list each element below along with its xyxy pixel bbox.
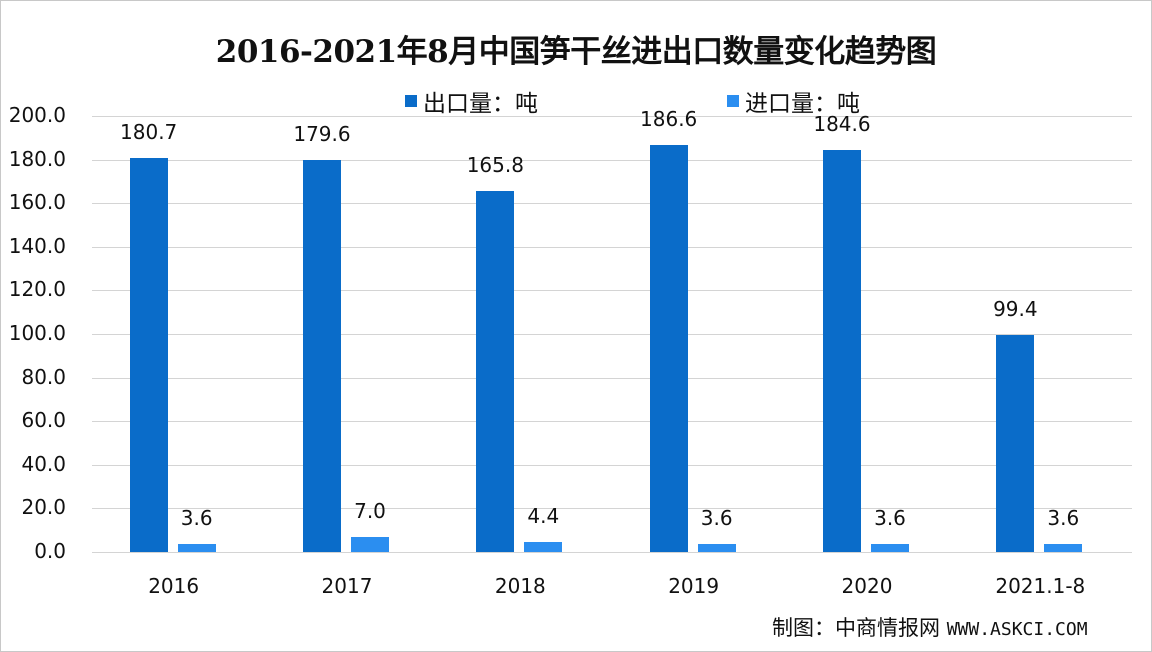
value-label-import: 3.6	[180, 506, 213, 531]
bar-import	[697, 544, 736, 552]
bar-export	[823, 149, 861, 552]
value-label-import: 3.6	[1047, 506, 1080, 531]
bar-export	[129, 158, 168, 552]
value-label-export: 99.4	[993, 297, 1038, 322]
bar-export	[476, 190, 515, 552]
bar-export	[996, 335, 1035, 552]
legend-item-export: 出口量：吨	[405, 84, 538, 118]
legend-swatch-export-icon	[405, 95, 417, 107]
value-label-export: 179.6	[293, 122, 351, 147]
gridline	[92, 464, 1132, 466]
bar-import	[351, 536, 389, 552]
legend: 出口量：吨 进口量：吨	[0, 84, 1152, 117]
source-credit: 制图：中商情报网 WWW.ASKCI.COM	[772, 612, 1088, 642]
legend-label-export: 出口量：吨	[423, 91, 538, 117]
plot-area: 180.7 3.6 179.6 7.0 165.8 4.4 186.6 3.6 184.6 3.6…	[92, 107, 1132, 553]
gridline	[92, 203, 1132, 205]
x-tick-label: 2016	[148, 574, 200, 598]
value-label-export: 184.6	[813, 111, 871, 136]
bar-export	[649, 145, 688, 552]
gridline	[92, 246, 1132, 248]
bar-export	[303, 160, 341, 552]
value-label-import: 4.4	[527, 504, 560, 529]
y-tick-label: 140.0	[8, 233, 66, 258]
bar-import	[524, 542, 563, 552]
y-tick-label: 60.0	[21, 408, 66, 433]
value-label-import: 7.0	[354, 498, 386, 523]
gridline	[92, 552, 1132, 553]
gridline	[92, 421, 1132, 423]
legend-swatch-import-icon	[727, 95, 739, 107]
gridline	[92, 159, 1132, 161]
y-tick-label: 20.0	[21, 495, 66, 520]
value-label-export: 180.7	[120, 120, 178, 145]
x-tick-label: 2017	[321, 574, 373, 598]
x-tick-label: 2019	[668, 574, 720, 598]
x-tick-label: 2018	[494, 574, 546, 598]
bar-import	[177, 544, 216, 552]
x-tick-label: 2020	[841, 574, 893, 598]
y-tick-label: 80.0	[21, 364, 66, 389]
bar-import	[1044, 544, 1083, 552]
y-tick-label: 200.0	[8, 103, 66, 127]
gridline	[92, 377, 1132, 379]
legend-label-import: 进口量：吨	[745, 91, 860, 117]
gridline	[92, 290, 1132, 292]
source-label: 制图：中商情报网	[772, 616, 940, 640]
y-tick-label: 180.0	[8, 146, 66, 171]
y-tick-label: 160.0	[8, 190, 66, 215]
x-tick-label: 2021.1-8	[995, 574, 1086, 598]
gridline	[92, 116, 1132, 117]
bar-import	[871, 544, 909, 552]
gridline	[92, 334, 1132, 335]
value-label-import: 3.6	[874, 506, 906, 531]
value-label-export: 186.6	[640, 107, 698, 132]
legend-item-import: 进口量：吨	[727, 84, 860, 118]
source-url: WWW.ASKCI.COM	[946, 619, 1088, 640]
value-label-import: 3.6	[700, 506, 733, 531]
chart-title: 2016-2021年8月中国笋干丝进出口数量变化趋势图	[215, 34, 937, 70]
y-tick-label: 40.0	[21, 451, 66, 476]
y-tick-label: 120.0	[8, 277, 66, 302]
gridline	[92, 508, 1132, 510]
y-tick-label: 0.0	[34, 539, 66, 563]
value-label-export: 165.8	[466, 152, 524, 177]
y-tick-label: 100.0	[8, 321, 66, 345]
